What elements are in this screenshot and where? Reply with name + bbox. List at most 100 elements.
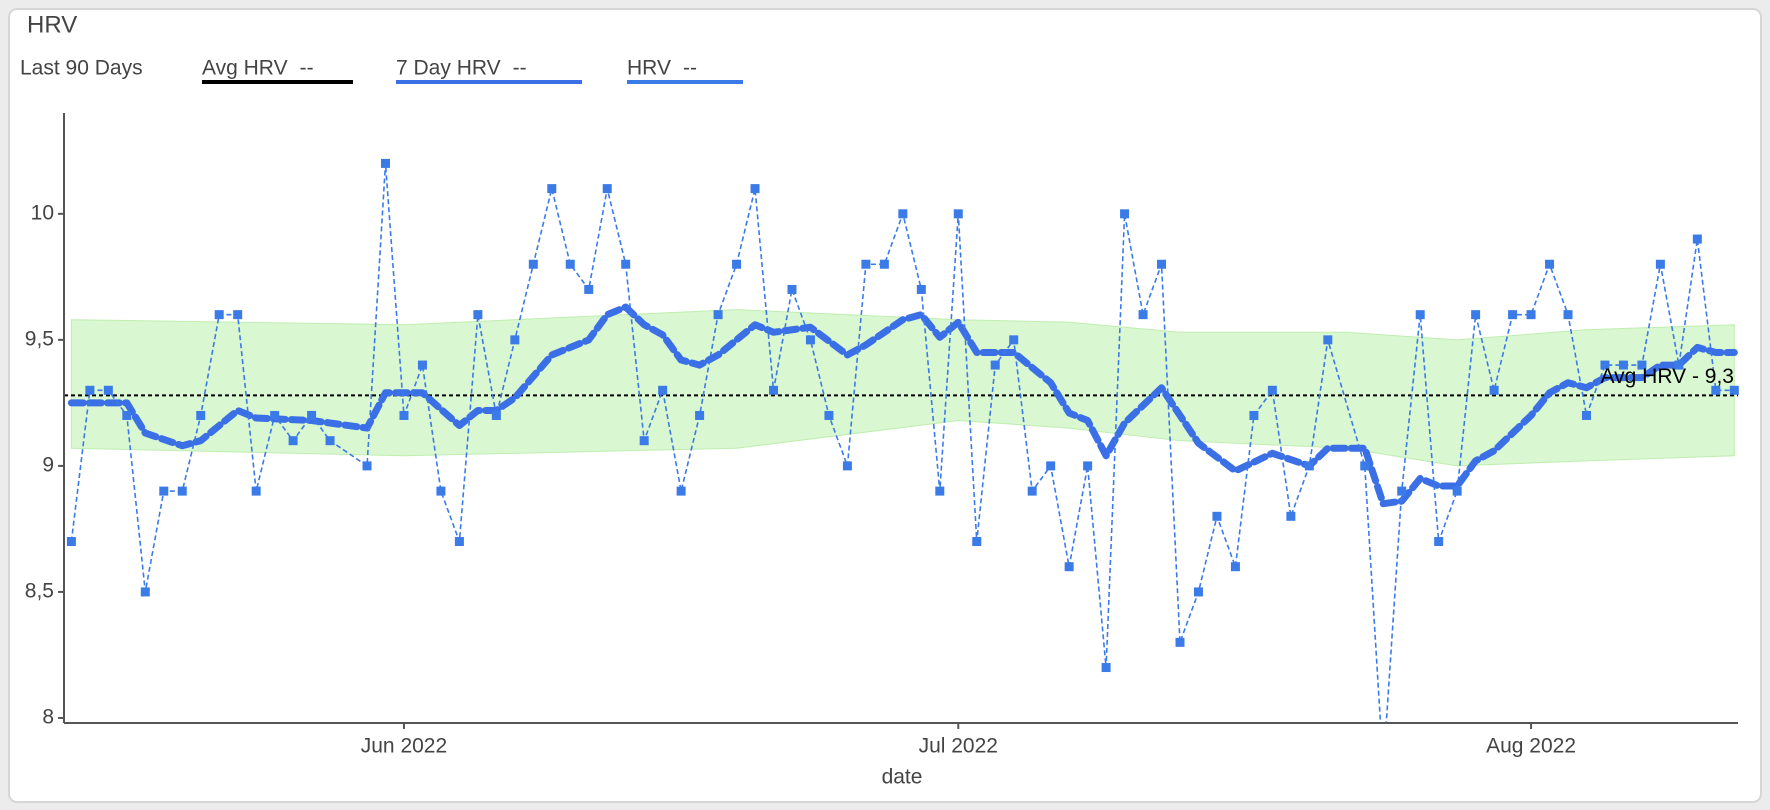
hrv-point <box>1267 385 1277 395</box>
hrv-point <box>935 486 945 496</box>
hrv-point <box>584 284 594 294</box>
hrv-point <box>1101 663 1111 673</box>
legend-value: -- <box>513 57 527 80</box>
hrv-point <box>473 310 483 320</box>
hrv-point <box>454 537 464 547</box>
hrv-point <box>1304 461 1314 471</box>
hrv-point <box>1397 486 1407 496</box>
hrv-point <box>307 410 317 420</box>
legend-label[interactable]: Avg HRV <box>202 57 288 80</box>
hrv-point <box>436 486 446 496</box>
hrv-point <box>824 410 834 420</box>
x-tick-label: Jul 2022 <box>919 735 998 758</box>
x-tick-label: Jun 2022 <box>361 735 447 758</box>
hrv-point <box>1526 310 1536 320</box>
hrv-point <box>1323 335 1333 345</box>
hrv-point <box>1064 562 1074 572</box>
hrv-point <box>159 486 169 496</box>
hrv-point <box>399 410 409 420</box>
hrv-point <box>140 587 150 597</box>
hrv-point <box>491 410 501 420</box>
hrv-point <box>732 259 742 269</box>
hrv-point <box>805 335 815 345</box>
hrv-point <box>1009 335 1019 345</box>
hrv-point <box>1286 511 1296 521</box>
hrv-point <box>621 259 631 269</box>
hrv-point <box>787 284 797 294</box>
plot-area <box>64 158 1739 723</box>
hrv-point <box>325 436 335 446</box>
hrv-point <box>602 184 612 194</box>
y-tick-label: 9 <box>42 453 54 476</box>
hrv-point <box>1193 587 1203 597</box>
legend-label[interactable]: HRV <box>627 57 671 80</box>
hrv-point <box>380 158 390 168</box>
hrv-point <box>990 360 1000 370</box>
hrv-point <box>196 410 206 420</box>
hrv-point <box>879 259 889 269</box>
hrv-point <box>1655 259 1665 269</box>
hrv-point <box>1545 259 1555 269</box>
x-tick-label: Aug 2022 <box>1486 735 1576 758</box>
hrv-point <box>233 310 243 320</box>
hrv-point <box>953 209 963 219</box>
hrv-point <box>1434 537 1444 547</box>
hrv-point <box>1563 310 1573 320</box>
hrv-point <box>639 436 649 446</box>
y-tick-label: 8,5 <box>25 579 54 602</box>
hrv-point <box>1138 310 1148 320</box>
hrv-point <box>1249 410 1259 420</box>
hrv-point <box>769 385 779 395</box>
hrv-point <box>1600 360 1610 370</box>
hrv-point <box>713 310 723 320</box>
hrv-point <box>916 284 926 294</box>
range-band <box>70 309 1735 467</box>
hrv-point <box>1360 461 1370 471</box>
hrv-point <box>270 410 280 420</box>
hrv-point <box>417 360 427 370</box>
hrv-point <box>1230 562 1240 572</box>
hrv-point <box>1452 486 1462 496</box>
hrv-point <box>1471 310 1481 320</box>
hrv-point <box>842 461 852 471</box>
hrv-point <box>1692 234 1702 244</box>
legend-label[interactable]: 7 Day HRV <box>396 57 501 80</box>
seven-day-line <box>67 303 1738 508</box>
hrv-point <box>85 385 95 395</box>
hrv-point <box>122 410 132 420</box>
hrv-point <box>1120 209 1130 219</box>
hrv-point <box>565 259 575 269</box>
hrv-point <box>1618 360 1628 370</box>
hrv-point <box>695 410 705 420</box>
hrv-point <box>528 259 538 269</box>
hrv-point <box>972 537 982 547</box>
hrv-point <box>1046 461 1056 471</box>
hrv-point <box>103 385 113 395</box>
hrv-point <box>177 486 187 496</box>
hrv-point <box>1157 259 1167 269</box>
chart-title: HRV <box>27 11 77 38</box>
hrv-point <box>362 461 372 471</box>
hrv-point <box>861 259 871 269</box>
hrv-point <box>1489 385 1499 395</box>
hrv-point <box>66 537 76 547</box>
hrv-point <box>510 335 520 345</box>
hrv-point <box>676 486 686 496</box>
hrv-point <box>1729 385 1739 395</box>
hrv-point <box>1508 310 1518 320</box>
legend-value: -- <box>300 57 314 80</box>
y-tick-label: 10 <box>31 201 54 224</box>
hrv-point <box>750 184 760 194</box>
hrv-point <box>214 310 224 320</box>
hrv-point <box>547 184 557 194</box>
hrv-point <box>1415 310 1425 320</box>
hrv-point <box>658 385 668 395</box>
legend-value: -- <box>683 57 697 80</box>
hrv-point <box>1027 486 1037 496</box>
y-tick-label: 9,5 <box>25 327 54 350</box>
hrv-point <box>1674 360 1684 370</box>
hrv-point <box>1581 410 1591 420</box>
hrv-point <box>1083 461 1093 471</box>
